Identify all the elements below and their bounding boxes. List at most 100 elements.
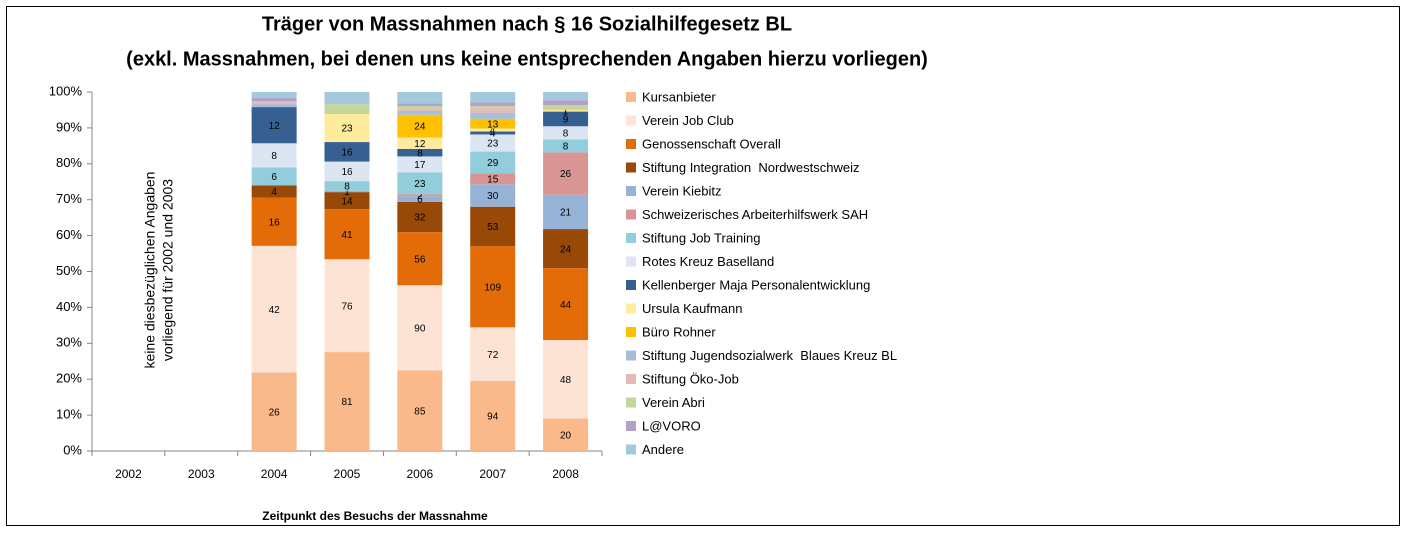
bar-segment bbox=[470, 173, 516, 185]
bar-segment bbox=[324, 209, 370, 260]
data-label: 44 bbox=[560, 300, 572, 311]
legend-swatch bbox=[626, 303, 636, 314]
bar-segment bbox=[251, 98, 297, 102]
data-label: 20 bbox=[560, 430, 572, 441]
bar-segment bbox=[324, 181, 370, 191]
legend-swatch bbox=[626, 209, 636, 220]
y-tick-label: 40% bbox=[56, 299, 82, 314]
bar-segment bbox=[397, 172, 443, 195]
bar-segment bbox=[470, 128, 516, 132]
data-label: 8 bbox=[563, 141, 569, 152]
bar-segment bbox=[543, 111, 589, 127]
legend-label: Kursanbieter bbox=[642, 89, 716, 104]
data-label: 48 bbox=[560, 375, 572, 386]
y-tick-label: 20% bbox=[56, 371, 82, 386]
data-label: 32 bbox=[414, 213, 426, 224]
data-label: 8 bbox=[417, 148, 423, 159]
data-label: 4 bbox=[271, 187, 277, 198]
legend-label: Verein Kiebitz bbox=[642, 183, 722, 198]
legend-label: Stiftung Job Training bbox=[642, 230, 761, 245]
data-label: 4 bbox=[490, 129, 496, 140]
legend-swatch bbox=[626, 397, 636, 408]
data-label: 16 bbox=[269, 217, 281, 228]
data-label: 72 bbox=[487, 350, 499, 361]
y-tick-label: 100% bbox=[49, 83, 83, 98]
data-label: 30 bbox=[487, 191, 499, 202]
bar-segment bbox=[470, 380, 516, 451]
bar-segment bbox=[251, 107, 297, 144]
data-label: 6 bbox=[271, 172, 277, 183]
data-label: 56 bbox=[414, 254, 426, 265]
data-label: 94 bbox=[487, 412, 499, 423]
bar-segment bbox=[543, 105, 589, 110]
bar-segment bbox=[397, 110, 443, 115]
data-label: 14 bbox=[341, 196, 353, 207]
data-label: 53 bbox=[487, 222, 499, 233]
y-tick-label: 0% bbox=[63, 442, 82, 457]
bar-segment bbox=[397, 106, 443, 110]
data-label: 26 bbox=[269, 407, 281, 418]
data-label: 81 bbox=[341, 397, 353, 408]
data-label: 23 bbox=[341, 124, 353, 135]
bar-segment bbox=[397, 92, 443, 104]
data-label: 1 bbox=[344, 187, 350, 198]
bar-segment bbox=[397, 285, 443, 371]
legend-label: Genossenschaft Overall bbox=[642, 136, 781, 151]
data-label: 2 bbox=[417, 191, 423, 202]
data-label: 23 bbox=[414, 179, 426, 190]
data-label: 29 bbox=[487, 158, 499, 169]
legend-swatch bbox=[626, 421, 636, 431]
legend-label: Stiftung Jugendsozialwerk Blaues Kreuz B… bbox=[642, 348, 897, 363]
data-label: 16 bbox=[341, 167, 353, 178]
legend-label: Schweizerisches Arbeiterhilfswerk SAH bbox=[642, 207, 868, 222]
bar-segment bbox=[543, 229, 589, 269]
chart-subtitle: (exkl. Massnahmen, bei denen uns keine e… bbox=[126, 48, 928, 70]
data-label: 12 bbox=[269, 121, 281, 132]
legend-label: Ursula Kaufmann bbox=[642, 301, 742, 316]
data-label: 16 bbox=[341, 147, 353, 158]
legend-swatch bbox=[626, 92, 636, 102]
data-label: 9 bbox=[563, 115, 569, 126]
bar-segment bbox=[251, 101, 297, 105]
legend-swatch bbox=[626, 327, 636, 337]
x-tick-label: 2007 bbox=[479, 467, 506, 481]
bar-segment bbox=[324, 104, 370, 114]
x-tick-label: 2008 bbox=[552, 467, 579, 481]
data-label: 4 bbox=[490, 126, 496, 137]
bar-segment bbox=[324, 113, 370, 143]
legend-label: Büro Rohner bbox=[642, 324, 716, 339]
data-label: 76 bbox=[341, 301, 353, 312]
legend-label: Verein Abri bbox=[642, 395, 705, 410]
legend-label: Verein Job Club bbox=[642, 113, 734, 128]
annotation-line: keine diesbezüglichen Angaben bbox=[142, 172, 158, 369]
chart-title: Träger von Massnahmen nach § 16 Sozialhi… bbox=[262, 13, 792, 35]
bar-segment bbox=[251, 167, 297, 186]
bar-segment bbox=[324, 190, 370, 193]
legend-swatch bbox=[626, 444, 636, 455]
bar-segment bbox=[397, 103, 443, 107]
bar-segment bbox=[251, 185, 297, 198]
bar-segment bbox=[324, 259, 370, 353]
bar-segment bbox=[397, 137, 443, 149]
data-label: 17 bbox=[414, 160, 426, 171]
bar-segment bbox=[543, 268, 589, 341]
data-label: 8 bbox=[271, 151, 277, 162]
bar-segment bbox=[251, 245, 297, 373]
legend-swatch bbox=[626, 233, 636, 243]
bar-segment bbox=[543, 194, 589, 230]
legend-swatch bbox=[626, 139, 636, 149]
y-tick-label: 50% bbox=[56, 263, 82, 278]
legend-label: Andere bbox=[642, 442, 684, 457]
data-label: 1 bbox=[563, 106, 569, 117]
y-tick-label: 60% bbox=[56, 227, 82, 242]
bar-segment bbox=[324, 192, 370, 210]
bar-segment bbox=[543, 418, 589, 451]
data-label: 8 bbox=[344, 182, 350, 193]
bar-segment bbox=[470, 184, 516, 207]
annotation: keine diesbezüglichen Angaben vorliegend… bbox=[142, 172, 176, 369]
data-label: 41 bbox=[341, 230, 353, 241]
legend-swatch bbox=[626, 115, 636, 126]
bar-segment bbox=[397, 114, 443, 138]
bar-segment bbox=[470, 151, 516, 174]
y-tick-label: 80% bbox=[56, 155, 82, 170]
